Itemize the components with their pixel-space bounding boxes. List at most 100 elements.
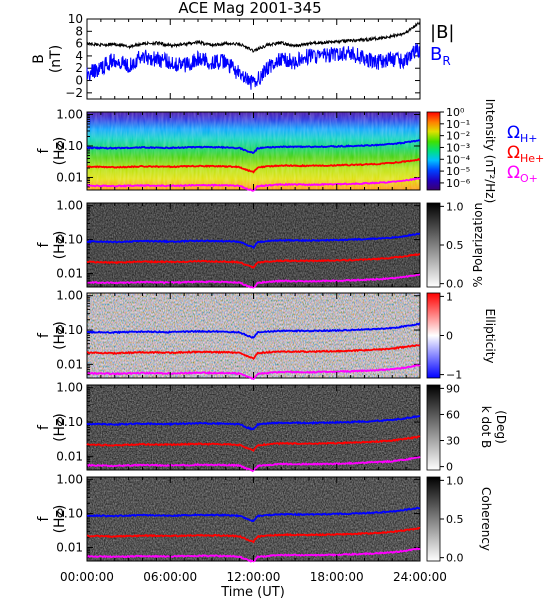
panel-4-texture [87, 293, 420, 378]
gyro-line-o-plus [86, 177, 421, 192]
gyro-legend: ΩH+ ΩHe+ ΩO+ [507, 123, 544, 185]
series-b-radial [86, 43, 421, 90]
freq-tick-label: 1.00 [56, 107, 83, 121]
colorbar-tick-label: 0 [446, 330, 453, 343]
gyro-line-o-plus [86, 547, 421, 563]
gyro-line-h-plus [86, 139, 421, 155]
panel-1-ytick-label: 2 [75, 61, 83, 75]
gyro-line-he-plus [86, 157, 421, 174]
freq-axis-label: f [36, 424, 52, 430]
colorbar-tick-label: 60 [446, 408, 460, 421]
colorbar-tick-label: 0.5 [446, 239, 464, 252]
legend-he-plus: ΩHe+ [507, 143, 544, 165]
colorbar-k-dot-b [426, 384, 441, 471]
gyro-line-h-plus [86, 232, 421, 250]
freq-axis-unit: (Hz) [52, 137, 68, 166]
colorbar-tick-label: 0.0 [446, 278, 464, 291]
colorbar-coherency-label: Coherency [479, 487, 493, 551]
freq-tick-label: 0.10 [56, 233, 83, 247]
colorbar-k-dot-b-ticks: 90 60 30 0 [440, 382, 460, 474]
panel-1-ytick-label: 8 [75, 24, 83, 38]
panel-1-ytick-label: 6 [75, 37, 83, 51]
freq-axis-label: f [36, 147, 52, 153]
figure-title: ACE Mag 2001-345 [178, 0, 321, 17]
colorbar-tick-label: 1 [446, 290, 453, 303]
freq-tick-label: 1.00 [56, 289, 83, 303]
colorbar-coherency-ticks: 1.0 0.5 0.0 [440, 474, 464, 565]
colorbar-coherency [426, 476, 441, 562]
panel-1-ytick-label: 4 [75, 49, 83, 63]
panel-1-ytick-label: 10 [68, 12, 83, 26]
gyro-line-h-plus [86, 506, 421, 523]
x-tick-label: 12:00:00 [227, 570, 281, 584]
colorbar-ellipticity [426, 292, 441, 379]
legend-he-sub: He+ [520, 152, 544, 165]
colorbar-intensity-label: Intensity (nT²/Hz) [483, 99, 497, 204]
x-tick-label: 24:00:00 [393, 570, 447, 584]
colorbar-tick-label: 10⁻¹ [446, 118, 470, 131]
panel-polarization: 1.0 0.5 0.0 % Polarization [86, 200, 485, 291]
panel-5-texture [87, 385, 420, 470]
spectral-axes: 1.000.100.01f (Hz)1.000.100.01f (Hz)1.000.… [36, 107, 421, 563]
panel-coherency: 1.0 0.5 0.0 Coherency [86, 474, 493, 565]
freq-tick-label: 0.10 [56, 507, 83, 521]
freq-tick-label: 1.00 [56, 381, 83, 395]
freq-tick-label: 0.01 [56, 541, 83, 555]
colorbar-tick-label: 0.5 [446, 513, 464, 526]
gyro-line-he-plus [86, 435, 421, 452]
gyro-line-o-plus [86, 456, 421, 473]
freq-tick-label: 1.00 [56, 473, 83, 487]
freq-tick-label: 0.01 [56, 170, 83, 184]
freq-tick-label: 0.10 [56, 415, 83, 429]
gyro-line-h-plus [86, 322, 421, 339]
colorbar-ellipticity-label: Ellipticity [483, 309, 497, 364]
freq-axis-label: f [36, 241, 52, 247]
freq-tick-label: 0.01 [56, 449, 83, 463]
colorbar-tick-label: 10⁻⁴ [446, 153, 471, 166]
panel-wave-normal-angle: 90 60 30 0 k dot B (Deg) [86, 382, 508, 474]
legend-h-main: Ω [507, 123, 520, 143]
legend-b-radial-sub: R [442, 54, 450, 68]
x-tick-label: 06:00:00 [143, 570, 197, 584]
colorbar-k-dot-b-unit: (Deg) [494, 410, 508, 444]
panel-1-lines [86, 21, 421, 90]
colorbar-tick-label: 1.0 [446, 200, 464, 213]
legend-b-radial: BR [430, 44, 451, 68]
gyro-line-he-plus [86, 526, 421, 544]
colorbar-tick-label: 10⁻³ [446, 141, 470, 154]
panel-2-texture [87, 112, 420, 190]
freq-tick-label: 1.00 [56, 199, 83, 213]
colorbar-tick-label: 10⁰ [446, 106, 465, 119]
freq-tick-label: 0.10 [56, 139, 83, 153]
legend-o-main: Ω [507, 163, 520, 183]
freq-axis-unit: (Hz) [52, 231, 68, 260]
colorbar-polarization [426, 202, 441, 288]
colorbar-polarization-label: % Polarization [471, 203, 485, 288]
freq-axis-label: f [36, 515, 52, 521]
colorbar-tick-label: −1 [446, 369, 462, 382]
panel-3-texture [87, 203, 420, 287]
legend-h-plus: ΩH+ [507, 123, 538, 145]
gyro-line-o-plus [86, 273, 421, 289]
colorbar-intensity [426, 111, 441, 191]
gyro-line-he-plus [86, 253, 421, 269]
colorbar-tick-label: 0.0 [446, 552, 464, 565]
colorbar-tick-label: 10⁻⁶ [446, 177, 471, 190]
freq-axis-unit: (Hz) [52, 505, 68, 534]
x-tick-label: 18:00:00 [310, 570, 364, 584]
colorbar-tick-label: 10⁻² [446, 130, 470, 143]
freq-tick-label: 0.01 [56, 357, 83, 371]
legend-h-sub: H+ [520, 132, 538, 145]
legend-b-total: |B| [430, 22, 454, 43]
colorbar-tick-label: 10⁻⁵ [446, 165, 470, 178]
legend-o-sub: O+ [520, 172, 538, 185]
panel-1-ytick-label: 0 [75, 74, 83, 88]
gyro-line-h-plus [86, 415, 421, 431]
legend-he-main: Ω [507, 143, 520, 163]
freq-axis-unit: (Hz) [52, 321, 68, 350]
panel-ellipticity: 1 0 −1 Ellipticity [86, 290, 497, 382]
